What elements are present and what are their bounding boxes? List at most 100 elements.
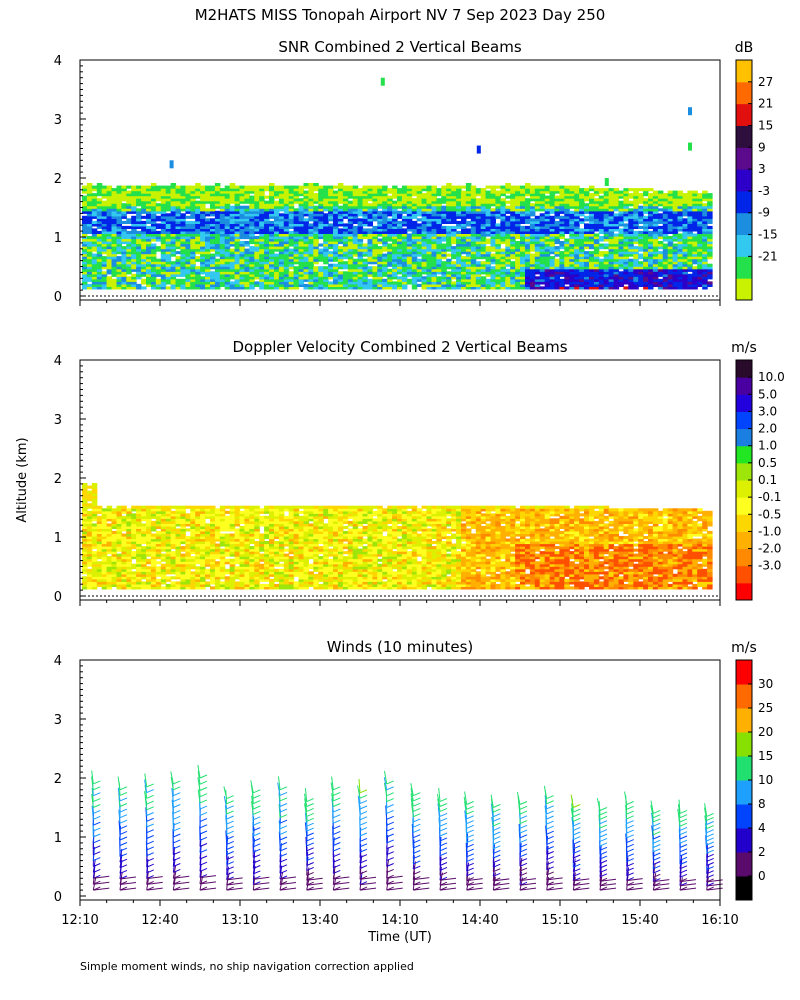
- field-cell: [529, 258, 536, 262]
- field-cell: [633, 215, 639, 219]
- field-cell: [323, 281, 329, 285]
- field-cell: [643, 198, 649, 202]
- field-cell: [224, 251, 231, 255]
- field-cell: [672, 238, 679, 242]
- field-cell: [549, 223, 556, 227]
- field-cell: [141, 195, 147, 199]
- field-cell: [421, 286, 428, 290]
- field-cell: [584, 205, 590, 209]
- field-cell: [387, 203, 393, 207]
- field-cell: [367, 198, 373, 202]
- field-cell: [274, 266, 280, 270]
- field-cell: [347, 243, 354, 247]
- field-cell: [328, 251, 334, 255]
- field-cell: [131, 185, 137, 189]
- field-cell: [589, 230, 595, 234]
- field-cell: [313, 246, 319, 250]
- field-cell: [210, 276, 216, 280]
- field-cell: [638, 205, 644, 209]
- field-cell: [298, 203, 305, 207]
- field-cell: [525, 286, 531, 290]
- field-cell: [598, 283, 605, 287]
- field-cell: [421, 258, 428, 262]
- field-cell: [608, 193, 615, 197]
- field-cell: [195, 220, 201, 224]
- field-cell: [500, 281, 506, 285]
- field-cell: [461, 228, 467, 232]
- field-cell: [697, 253, 703, 257]
- field-cell: [318, 268, 324, 272]
- field-cell: [150, 228, 157, 232]
- field-cell: [190, 283, 196, 287]
- field-cell: [421, 213, 428, 217]
- field-cell: [682, 251, 688, 255]
- field-cell: [456, 281, 462, 285]
- field-cell: [456, 271, 462, 275]
- field-cell: [131, 273, 137, 277]
- field-cell: [515, 258, 521, 262]
- field-cell: [539, 278, 546, 282]
- field-cell: [146, 241, 152, 245]
- field-cell: [382, 258, 388, 262]
- field-cell: [131, 286, 137, 290]
- field-cell: [372, 246, 378, 250]
- field-cell: [357, 195, 364, 199]
- field-cell: [96, 190, 103, 194]
- field-cell: [249, 220, 255, 224]
- field-cell: [564, 228, 570, 232]
- field-cell: [465, 193, 472, 197]
- field-cell: [91, 286, 98, 290]
- field-cell: [426, 266, 432, 270]
- field-cell: [96, 225, 103, 229]
- field-cell: [126, 286, 132, 290]
- field-cell: [387, 253, 393, 257]
- field-cell: [431, 253, 437, 257]
- field-cell: [515, 220, 521, 224]
- field-cell: [283, 193, 290, 197]
- field-cell: [436, 258, 442, 262]
- field-cell: [525, 261, 531, 265]
- field-cell: [421, 228, 428, 232]
- field-cell: [303, 256, 309, 260]
- field-cell: [470, 271, 477, 275]
- field-cell: [500, 251, 506, 255]
- field-cell: [574, 223, 580, 227]
- field-cell: [155, 230, 162, 234]
- field-cell: [406, 213, 413, 217]
- field-cell: [205, 268, 211, 272]
- field-cell: [185, 256, 191, 260]
- field-cell: [559, 236, 565, 240]
- field-cell: [603, 225, 610, 229]
- field-cell: [652, 225, 659, 229]
- field-cell: [318, 256, 324, 260]
- field-cell: [293, 193, 300, 197]
- field-cell: [239, 271, 245, 275]
- field-cell: [126, 200, 132, 204]
- field-cell: [431, 241, 437, 245]
- field-cell: [170, 261, 177, 265]
- field-cell: [593, 246, 600, 250]
- field-cell: [633, 195, 639, 199]
- field-cell: [401, 190, 408, 194]
- field-cell: [254, 188, 260, 192]
- field-cell: [106, 228, 113, 232]
- field-cell: [697, 228, 703, 232]
- field-cell: [121, 261, 127, 265]
- field-cell: [593, 268, 600, 272]
- field-cell: [397, 271, 403, 275]
- field-cell: [210, 286, 216, 290]
- field-cell: [544, 190, 551, 194]
- field-cell: [451, 271, 457, 275]
- field-cell: [165, 236, 172, 240]
- field-cell: [190, 185, 196, 189]
- field-cell: [392, 261, 398, 265]
- field-cell: [648, 256, 654, 260]
- field-cell: [549, 220, 556, 224]
- field-cell: [195, 258, 201, 262]
- field-cell: [579, 258, 585, 262]
- field-cell: [323, 283, 329, 287]
- field-cell: [264, 283, 270, 287]
- field-cell: [288, 223, 295, 227]
- field-cell: [121, 198, 127, 202]
- field-cell: [579, 230, 585, 234]
